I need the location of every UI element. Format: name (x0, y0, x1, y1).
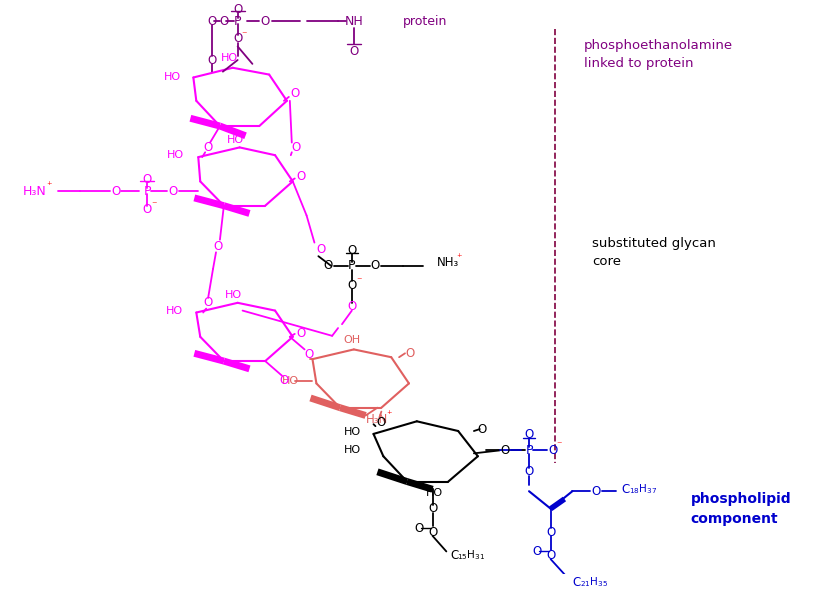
Text: HO: HO (344, 445, 360, 455)
Text: O: O (546, 525, 556, 538)
Text: HO: HO (165, 306, 182, 316)
Text: O: O (371, 259, 380, 272)
Text: C: C (573, 576, 581, 589)
Text: H₃N: H₃N (23, 184, 47, 198)
Text: ⁺: ⁺ (457, 253, 462, 263)
Text: O: O (208, 15, 217, 28)
Text: ⁺: ⁺ (47, 181, 52, 191)
Text: H₃N: H₃N (366, 413, 388, 426)
Text: O: O (592, 485, 600, 498)
Text: P: P (348, 259, 355, 272)
Text: O: O (297, 327, 306, 340)
Text: O: O (261, 15, 270, 28)
Text: HO: HO (167, 150, 185, 160)
Text: ⁻: ⁻ (151, 201, 157, 211)
Text: O: O (428, 502, 437, 515)
Text: HO: HO (163, 72, 181, 82)
Text: O: O (377, 416, 386, 429)
Text: HO: HO (282, 376, 299, 386)
Text: O: O (213, 240, 222, 253)
Text: substituted glycan
core: substituted glycan core (592, 237, 716, 268)
Text: P: P (143, 184, 151, 198)
Text: HO: HO (225, 290, 243, 300)
Text: O: O (414, 522, 423, 535)
Text: ⁻: ⁻ (242, 30, 248, 39)
Text: ⁻: ⁻ (557, 441, 562, 451)
Text: $_{18}$H$_{37}$: $_{18}$H$_{37}$ (629, 482, 658, 496)
Text: O: O (292, 141, 301, 154)
Text: O: O (208, 54, 217, 67)
Text: O: O (233, 3, 243, 16)
Text: O: O (546, 549, 556, 562)
Text: P: P (234, 15, 241, 28)
Text: P: P (525, 444, 533, 457)
Text: O: O (347, 279, 356, 292)
Text: O: O (304, 348, 313, 361)
Text: ⁺: ⁺ (386, 409, 392, 419)
Text: $_{21}$H$_{35}$: $_{21}$H$_{35}$ (580, 575, 609, 589)
Text: O: O (291, 88, 300, 101)
Text: O: O (478, 422, 487, 436)
Text: O: O (501, 444, 510, 457)
Text: ⁻: ⁻ (356, 276, 361, 286)
Text: HO: HO (426, 488, 443, 498)
Text: HO: HO (221, 53, 239, 63)
Text: O: O (347, 300, 356, 313)
Text: O: O (405, 347, 414, 360)
Text: HO: HO (227, 135, 244, 145)
Text: OH: OH (343, 335, 360, 345)
Text: O: O (428, 525, 437, 538)
Text: protein: protein (403, 15, 448, 28)
Text: O: O (142, 203, 152, 216)
Text: O: O (548, 444, 557, 457)
Text: O: O (533, 545, 542, 558)
Text: HO: HO (344, 427, 360, 437)
Text: NH₃: NH₃ (436, 256, 459, 270)
Text: C: C (450, 549, 458, 562)
Text: C: C (622, 483, 630, 496)
Text: O: O (203, 296, 212, 309)
Text: O: O (142, 173, 152, 186)
Text: O: O (219, 15, 229, 28)
Text: phospholipid
component: phospholipid component (690, 492, 791, 526)
Text: O: O (525, 465, 534, 478)
Text: O: O (324, 259, 333, 272)
Text: $_{15}$H$_{31}$: $_{15}$H$_{31}$ (458, 548, 485, 562)
Text: O: O (297, 170, 306, 183)
Text: O: O (347, 244, 356, 257)
Text: O: O (525, 428, 534, 441)
Text: NH: NH (345, 15, 364, 28)
Text: O: O (168, 184, 177, 198)
Text: O: O (111, 184, 120, 198)
Text: O: O (279, 374, 289, 387)
Text: O: O (233, 32, 243, 45)
Text: phosphoethanolamine
linked to protein: phosphoethanolamine linked to protein (584, 39, 734, 70)
Text: O: O (316, 243, 326, 256)
Text: O: O (203, 141, 212, 154)
Text: O: O (349, 45, 359, 58)
